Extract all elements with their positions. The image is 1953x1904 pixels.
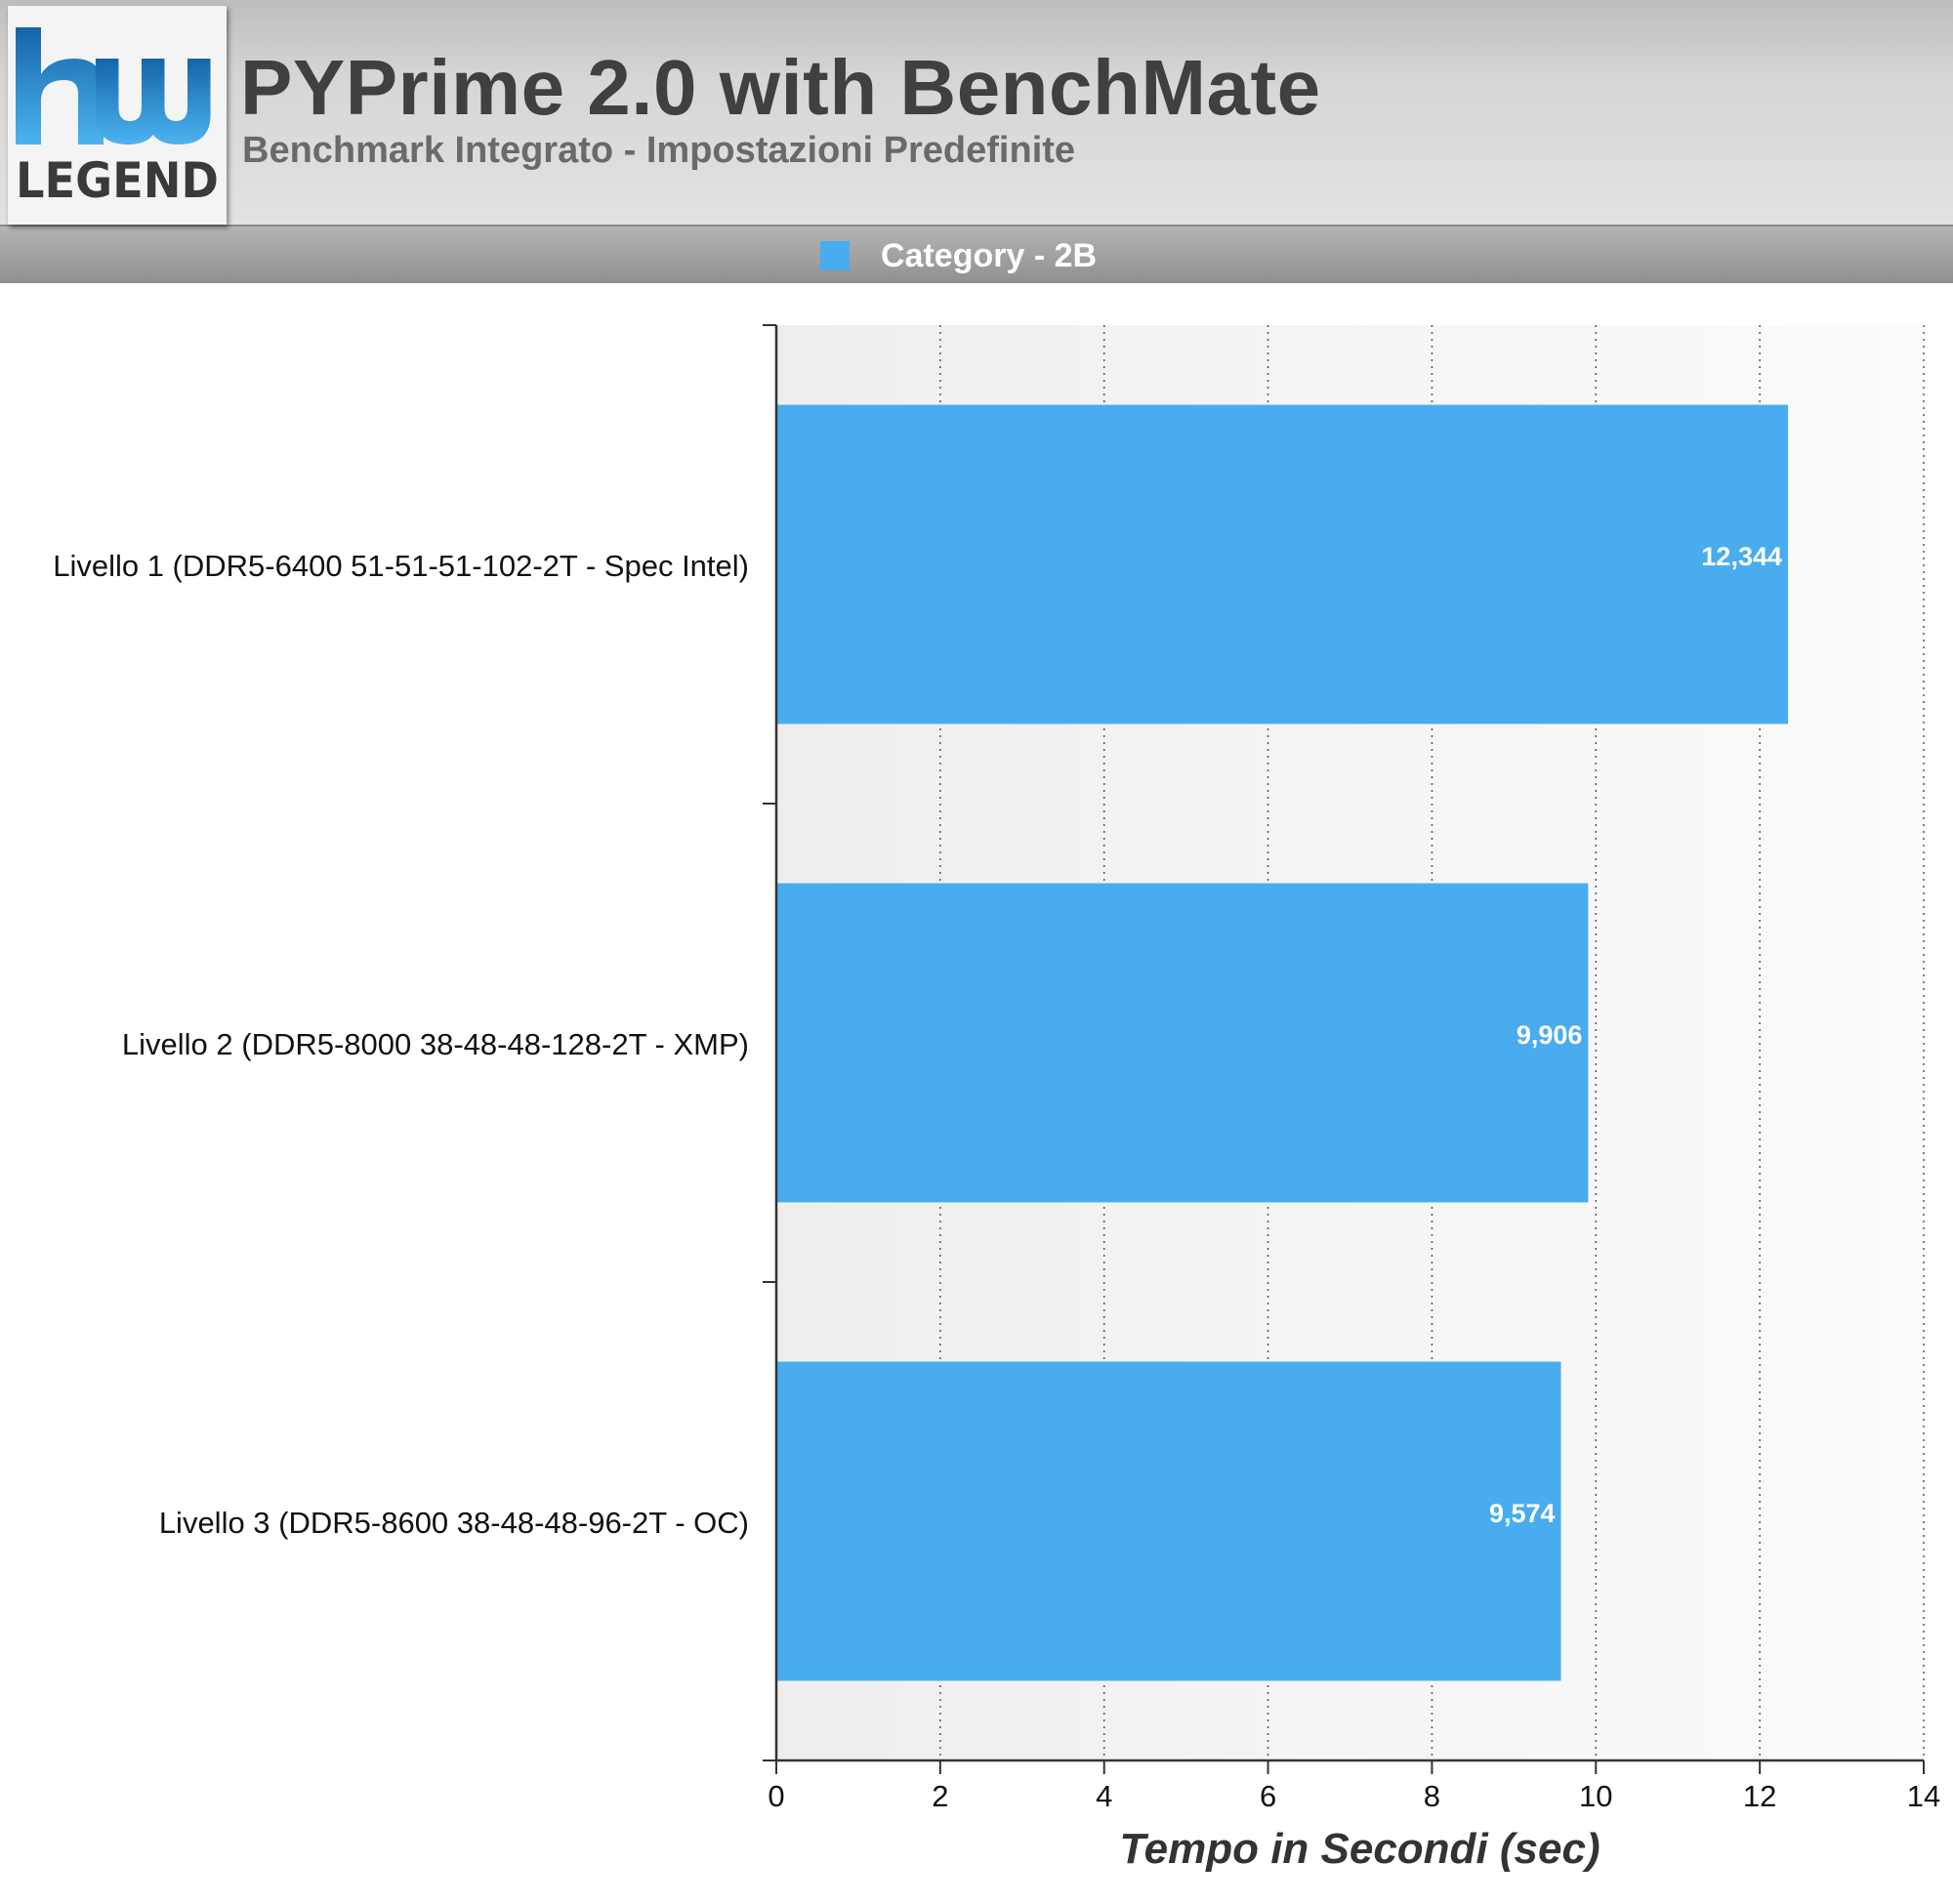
bar-data-label: 12,344 [1701,542,1782,571]
legend-entry: Category - 2B [820,234,1097,277]
bar-data-label: 9,574 [1489,1499,1556,1528]
legend-label: Category - 2B [881,236,1098,274]
x-tick-label: 10 [1579,1779,1612,1813]
x-tick-label: 12 [1743,1779,1776,1813]
logo-graphic: LEGEND [16,27,219,209]
logo-wordmark: LEGEND [16,152,219,209]
x-tick-label: 0 [768,1779,784,1813]
category-label: Livello 3 (DDR5-8600 38-48-48-96-2T - OC… [159,1506,749,1540]
bar-data-label: 9,906 [1517,1020,1583,1050]
chart-subtitle: Benchmark Integrato - Impostazioni Prede… [242,130,1076,171]
x-tick-label: 2 [932,1779,948,1813]
chart-header [0,0,1953,225]
bar [776,404,1789,724]
legend-swatch [820,241,850,270]
hwlegend-logo: LEGEND [8,6,227,225]
chart-title: PYPrime 2.0 with BenchMate [240,44,1321,131]
bar [776,1361,1561,1681]
x-tick-label: 8 [1424,1779,1440,1813]
x-tick-label: 4 [1096,1779,1112,1813]
x-tick-label: 6 [1260,1779,1276,1813]
x-tick-label: 14 [1907,1779,1940,1813]
category-label: Livello 1 (DDR5-6400 51-51-51-102-2T - S… [53,549,749,583]
legend-bar [0,225,1953,283]
bar [776,883,1589,1203]
category-label: Livello 2 (DDR5-8000 38-48-48-128-2T - X… [122,1027,749,1061]
x-axis-title: Tempo in Secondi (sec) [1119,1825,1600,1873]
